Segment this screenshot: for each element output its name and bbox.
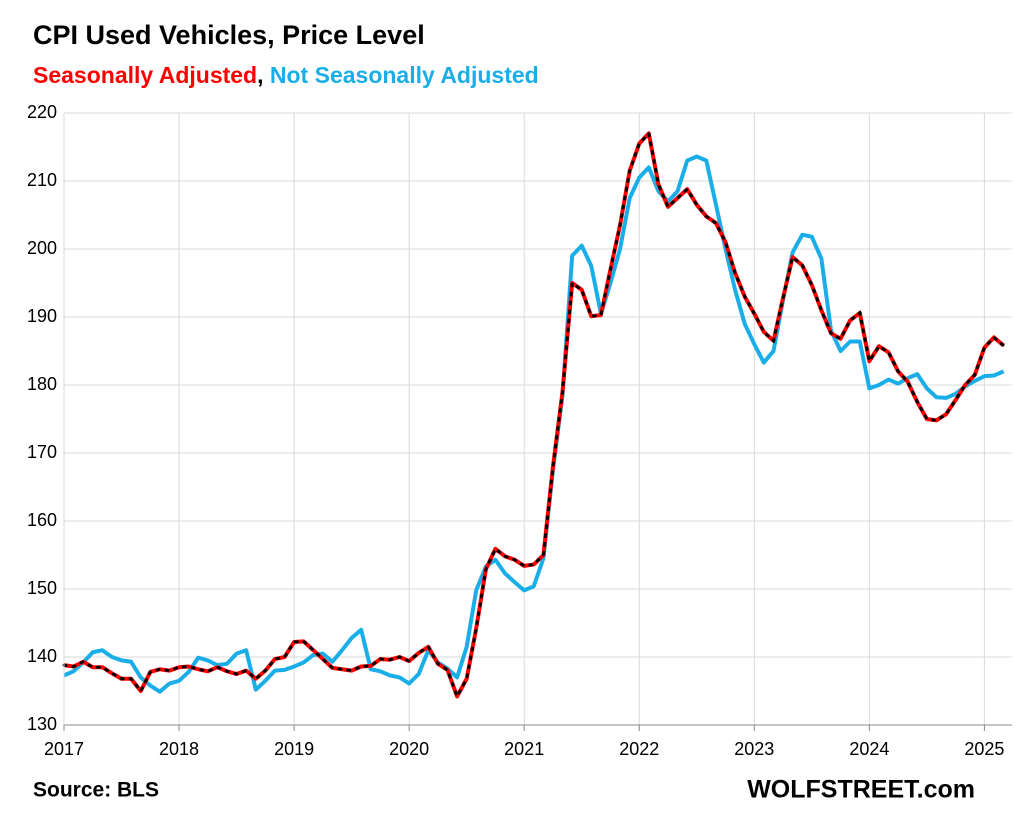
series-line [63, 154, 1005, 694]
legend: Seasonally Adjusted, Not Seasonally Adju… [33, 62, 539, 88]
plot-area [62, 130, 1006, 701]
y-tick-label: 140 [27, 646, 57, 666]
x-tick-label: 2021 [504, 739, 544, 759]
x-tick-label: 2022 [619, 739, 659, 759]
y-tick-label: 220 [27, 102, 57, 122]
y-tick-label: 160 [27, 510, 57, 530]
x-tick-label: 2019 [274, 739, 314, 759]
x-tick-label: 2020 [389, 739, 429, 759]
source: Source: BLS [33, 779, 159, 802]
x-tick-label: 2024 [849, 739, 889, 759]
grid [63, 112, 1012, 726]
y-tick-label: 150 [27, 578, 57, 598]
legend-entry: Not Seasonally Adjusted [270, 62, 539, 88]
x-tick-label: 2018 [159, 739, 199, 759]
legend-entry: Seasonally Adjusted [33, 62, 257, 88]
legend-separator: , [257, 62, 263, 88]
x-tick-label: 2017 [44, 739, 84, 759]
y-tick-label: 180 [27, 374, 57, 394]
y-tick-label: 130 [27, 714, 57, 734]
credit: WOLFSTREET.com [747, 776, 975, 804]
y-tick-label: 170 [27, 442, 57, 462]
series-dots [62, 130, 1006, 701]
y-tick-label: 210 [27, 170, 57, 190]
series-line [63, 131, 1005, 699]
chart-title: CPI Used Vehicles, Price Level [33, 20, 425, 50]
x-tick-label: 2023 [734, 739, 774, 759]
y-tick-label: 200 [27, 238, 57, 258]
x-tick-label: 2025 [964, 739, 1004, 759]
y-tick-label: 190 [27, 306, 57, 326]
